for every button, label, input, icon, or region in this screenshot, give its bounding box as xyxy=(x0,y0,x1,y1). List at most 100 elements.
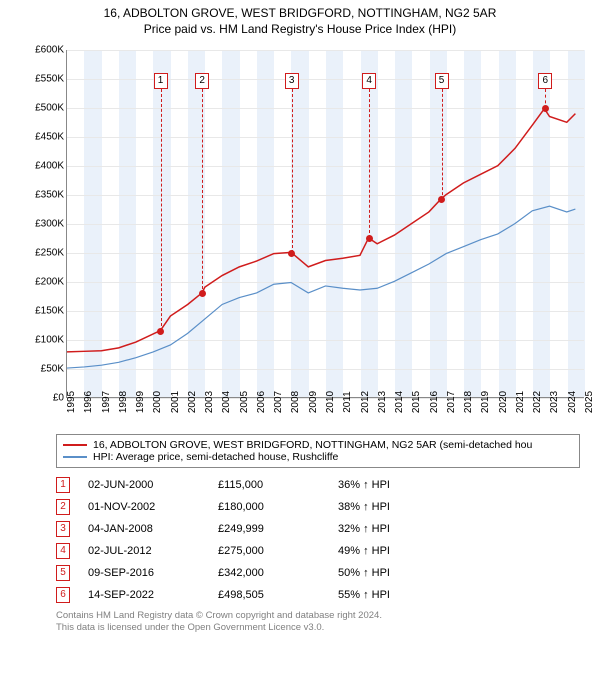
table-row: 4 02-JUL-2012£275,00049% ↑ HPI xyxy=(56,540,580,562)
sale-marker xyxy=(366,235,373,242)
sale-marker xyxy=(438,196,445,203)
table-row: 1 02-JUN-2000£115,00036% ↑ HPI xyxy=(56,474,580,496)
year-band xyxy=(499,50,516,397)
y-tick-label: £550K xyxy=(24,74,64,85)
sale-date: 02-JUN-2000 xyxy=(88,479,218,491)
legend: 16, ADBOLTON GROVE, WEST BRIDGFORD, NOTT… xyxy=(56,434,580,468)
table-row: 3 04-JAN-2008£249,99932% ↑ HPI xyxy=(56,518,580,540)
sale-index-box: 5 xyxy=(56,565,70,581)
table-row: 2 01-NOV-2002£180,00038% ↑ HPI xyxy=(56,496,580,518)
sale-pct: 49% ↑ HPI xyxy=(338,545,478,557)
sale-dash-line xyxy=(202,89,203,293)
sale-dash-line xyxy=(369,89,370,238)
sale-price: £249,999 xyxy=(218,523,338,535)
y-tick-label: £150K xyxy=(24,306,64,317)
sale-label-box: 3 xyxy=(285,73,299,89)
series-hpi xyxy=(67,206,575,368)
sale-pct: 38% ↑ HPI xyxy=(338,501,478,513)
y-tick-label: £0 xyxy=(24,393,64,404)
sale-price: £180,000 xyxy=(218,501,338,513)
y-tick-label: £100K xyxy=(24,335,64,346)
year-band xyxy=(119,50,136,397)
sale-marker xyxy=(199,290,206,297)
y-tick-label: £250K xyxy=(24,248,64,259)
titles: 16, ADBOLTON GROVE, WEST BRIDGFORD, NOTT… xyxy=(0,0,600,40)
legend-swatch xyxy=(63,456,87,458)
year-band xyxy=(464,50,481,397)
sale-dash-line xyxy=(161,89,162,331)
sale-dash-line xyxy=(292,89,293,253)
y-tick-label: £400K xyxy=(24,161,64,172)
y-tick-label: £500K xyxy=(24,103,64,114)
sale-index-box: 3 xyxy=(56,521,70,537)
year-band xyxy=(361,50,378,397)
sale-price: £115,000 xyxy=(218,479,338,491)
chart: £0£50K£100K£150K£200K£250K£300K£350K£400… xyxy=(30,44,590,424)
sale-label-box: 6 xyxy=(538,73,552,89)
y-tick-label: £50K xyxy=(24,364,64,375)
sale-label-box: 1 xyxy=(154,73,168,89)
footer-line: This data is licensed under the Open Gov… xyxy=(56,622,580,634)
footer-line: Contains HM Land Registry data © Crown c… xyxy=(56,610,580,622)
year-band xyxy=(153,50,170,397)
sale-date: 02-JUL-2012 xyxy=(88,545,218,557)
sale-dash-line xyxy=(545,89,546,109)
page: 16, ADBOLTON GROVE, WEST BRIDGFORD, NOTT… xyxy=(0,0,600,680)
sale-date: 01-NOV-2002 xyxy=(88,501,218,513)
sale-index-box: 1 xyxy=(56,477,70,493)
sale-date: 04-JAN-2008 xyxy=(88,523,218,535)
year-band xyxy=(257,50,274,397)
legend-row: HPI: Average price, semi-detached house,… xyxy=(63,451,573,463)
sale-index-box: 2 xyxy=(56,499,70,515)
table-row: 5 09-SEP-2016£342,00050% ↑ HPI xyxy=(56,562,580,584)
year-band xyxy=(291,50,308,397)
sale-price: £498,505 xyxy=(218,589,338,601)
year-band xyxy=(222,50,239,397)
sale-pct: 32% ↑ HPI xyxy=(338,523,478,535)
sale-pct: 50% ↑ HPI xyxy=(338,567,478,579)
year-band xyxy=(188,50,205,397)
sales-table: 1 02-JUN-2000£115,00036% ↑ HPI 2 01-NOV-200… xyxy=(56,474,580,606)
table-row: 6 14-SEP-2022£498,50555% ↑ HPI xyxy=(56,584,580,606)
year-band xyxy=(395,50,412,397)
legend-label: HPI: Average price, semi-detached house,… xyxy=(93,451,338,463)
sale-markers xyxy=(67,50,584,397)
sale-price: £275,000 xyxy=(218,545,338,557)
sale-label-box: 4 xyxy=(362,73,376,89)
y-tick-label: £300K xyxy=(24,219,64,230)
sale-index-box: 6 xyxy=(56,587,70,603)
series-price xyxy=(67,109,575,352)
sale-index-box: 4 xyxy=(56,543,70,559)
sale-marker xyxy=(542,105,549,112)
legend-swatch xyxy=(63,444,87,446)
sale-dash-line xyxy=(442,89,443,199)
footer: Contains HM Land Registry data © Crown c… xyxy=(56,610,580,635)
series xyxy=(67,50,584,397)
sale-date: 14-SEP-2022 xyxy=(88,589,218,601)
bands xyxy=(67,50,584,397)
y-tick-label: £450K xyxy=(24,132,64,143)
year-band xyxy=(326,50,343,397)
sale-price: £342,000 xyxy=(218,567,338,579)
sale-pct: 55% ↑ HPI xyxy=(338,589,478,601)
y-tick-label: £350K xyxy=(24,190,64,201)
plot-area: 1 2 3 4 5 6 xyxy=(66,50,584,398)
legend-row: 16, ADBOLTON GROVE, WEST BRIDGFORD, NOTT… xyxy=(63,439,573,451)
year-band xyxy=(568,50,585,397)
year-band xyxy=(533,50,550,397)
title-sub: Price paid vs. HM Land Registry's House … xyxy=(10,22,590,36)
sale-pct: 36% ↑ HPI xyxy=(338,479,478,491)
sale-label-box: 5 xyxy=(435,73,449,89)
y-tick-label: £600K xyxy=(24,45,64,56)
sale-label-box: 2 xyxy=(195,73,209,89)
year-band xyxy=(84,50,101,397)
legend-label: 16, ADBOLTON GROVE, WEST BRIDGFORD, NOTT… xyxy=(93,439,532,451)
sale-date: 09-SEP-2016 xyxy=(88,567,218,579)
title-main: 16, ADBOLTON GROVE, WEST BRIDGFORD, NOTT… xyxy=(10,6,590,20)
sale-marker xyxy=(157,328,164,335)
grid-horizontal xyxy=(67,50,584,397)
year-band xyxy=(430,50,447,397)
sale-marker xyxy=(288,250,295,257)
y-tick-label: £200K xyxy=(24,277,64,288)
sale-marker-labels: 1 2 3 4 5 6 xyxy=(67,50,584,397)
